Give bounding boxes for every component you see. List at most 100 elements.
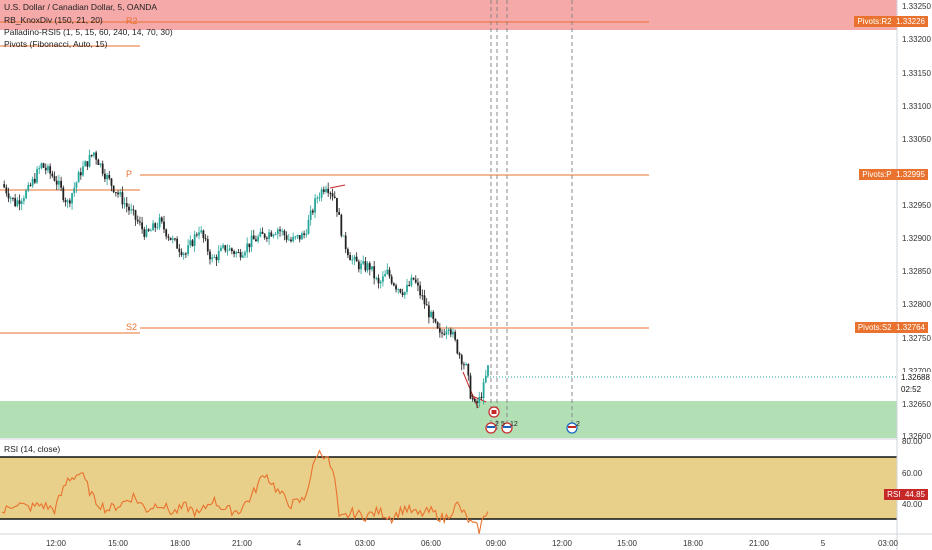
candle-up[interactable]: [342, 235, 345, 237]
candle-up[interactable]: [314, 198, 316, 213]
candle-down[interactable]: [51, 173, 54, 177]
candle-down[interactable]: [285, 235, 288, 240]
candle-down[interactable]: [357, 261, 360, 270]
candle-up[interactable]: [84, 161, 87, 167]
candle-down[interactable]: [263, 233, 266, 238]
candle-down[interactable]: [290, 239, 292, 242]
candle-up[interactable]: [152, 223, 154, 231]
candle-up[interactable]: [287, 239, 290, 241]
candle-up[interactable]: [307, 219, 310, 235]
candle-up[interactable]: [189, 240, 192, 246]
candle-down[interactable]: [265, 237, 268, 239]
candle-down[interactable]: [224, 245, 227, 251]
candle-down[interactable]: [86, 161, 89, 167]
candle-up[interactable]: [220, 247, 222, 252]
candle-up[interactable]: [187, 245, 189, 255]
candle-down[interactable]: [29, 184, 32, 186]
candle-up[interactable]: [38, 168, 41, 170]
candle-down[interactable]: [388, 269, 391, 277]
candle-up[interactable]: [259, 231, 262, 237]
candle-up[interactable]: [27, 184, 30, 191]
candle-up[interactable]: [193, 234, 196, 246]
candle-down[interactable]: [427, 305, 430, 318]
candle-down[interactable]: [62, 187, 65, 201]
candle-up[interactable]: [31, 178, 34, 186]
candle-up[interactable]: [130, 209, 133, 211]
candle-down[interactable]: [443, 333, 446, 335]
candle-up[interactable]: [281, 230, 284, 232]
candle-down[interactable]: [239, 252, 242, 258]
candle-down[interactable]: [95, 152, 98, 160]
candle-down[interactable]: [471, 398, 474, 400]
rsi-legend[interactable]: RSI (14, close): [4, 444, 61, 454]
candle-up[interactable]: [9, 197, 12, 199]
candle-up[interactable]: [75, 182, 78, 188]
candle-down[interactable]: [476, 401, 478, 403]
candle-up[interactable]: [366, 263, 369, 271]
candle-up[interactable]: [257, 236, 260, 242]
candle-up[interactable]: [362, 261, 365, 264]
candle-down[interactable]: [136, 219, 139, 222]
candle-up[interactable]: [478, 396, 481, 403]
pivot-tag-s2[interactable]: Pivots:S2 1.32764: [854, 322, 928, 333]
candle-down[interactable]: [333, 196, 336, 198]
candle-down[interactable]: [458, 353, 461, 356]
candle-up[interactable]: [292, 236, 295, 242]
candle-down[interactable]: [79, 172, 82, 176]
candle-down[interactable]: [401, 292, 404, 296]
candle-down[interactable]: [454, 331, 457, 340]
candle-up[interactable]: [294, 236, 297, 238]
candle-up[interactable]: [296, 235, 299, 237]
candle-down[interactable]: [338, 212, 341, 215]
candle-down[interactable]: [60, 180, 63, 188]
candle-down[interactable]: [209, 251, 211, 260]
candle-up[interactable]: [77, 172, 80, 183]
candle-up[interactable]: [465, 363, 468, 366]
symbol-title[interactable]: U.S. Dollar / Canadian Dollar, 5, OANDA: [4, 2, 158, 12]
candle-down[interactable]: [460, 355, 463, 365]
candle-down[interactable]: [425, 304, 428, 306]
candle-up[interactable]: [353, 256, 356, 260]
current-price-tag[interactable]: 1.32688: [898, 372, 932, 383]
candle-up[interactable]: [371, 266, 373, 270]
candle-down[interactable]: [373, 266, 376, 279]
candle-up[interactable]: [213, 256, 216, 258]
candle-up[interactable]: [58, 180, 60, 185]
candle-up[interactable]: [36, 169, 38, 183]
pivot-tag-p[interactable]: Pivots:P 1.32995: [859, 169, 928, 180]
event-marker-group[interactable]: [485, 406, 578, 434]
indicator-legend-pivots[interactable]: Pivots (Fibonacci, Auto, 15): [4, 39, 108, 49]
candle-down[interactable]: [117, 192, 119, 195]
candle-down[interactable]: [110, 178, 113, 186]
candle-up[interactable]: [93, 152, 95, 156]
candle-down[interactable]: [434, 318, 437, 323]
candle-up[interactable]: [430, 311, 432, 318]
candle-down[interactable]: [49, 166, 52, 174]
candle-up[interactable]: [351, 259, 354, 261]
candle-down[interactable]: [184, 253, 187, 255]
candle-down[interactable]: [438, 328, 441, 333]
indicator-legend-rsi5[interactable]: Palladino-RSI5 (1, 5, 15, 60, 240, 14, 7…: [4, 27, 173, 37]
candle-down[interactable]: [412, 277, 415, 280]
rsi-value-tag[interactable]: RSI 44.85: [884, 489, 928, 500]
candle-down[interactable]: [7, 193, 10, 199]
candle-down[interactable]: [408, 284, 411, 286]
candle-down[interactable]: [206, 239, 209, 252]
candle-down[interactable]: [248, 243, 251, 248]
candle-down[interactable]: [298, 235, 301, 240]
candle-up[interactable]: [211, 257, 214, 260]
candle-down[interactable]: [414, 279, 417, 283]
candle-up[interactable]: [487, 365, 489, 376]
candle-down[interactable]: [174, 238, 176, 240]
candle-down[interactable]: [191, 240, 194, 246]
candle-down[interactable]: [121, 192, 124, 205]
candle-down[interactable]: [14, 198, 17, 207]
candle-down[interactable]: [473, 399, 476, 402]
candle-up[interactable]: [316, 197, 319, 199]
candle-down[interactable]: [139, 221, 141, 223]
candle-down[interactable]: [392, 283, 395, 286]
candle-down[interactable]: [180, 251, 183, 256]
candle-down[interactable]: [395, 285, 397, 290]
candle-down[interactable]: [12, 197, 14, 199]
